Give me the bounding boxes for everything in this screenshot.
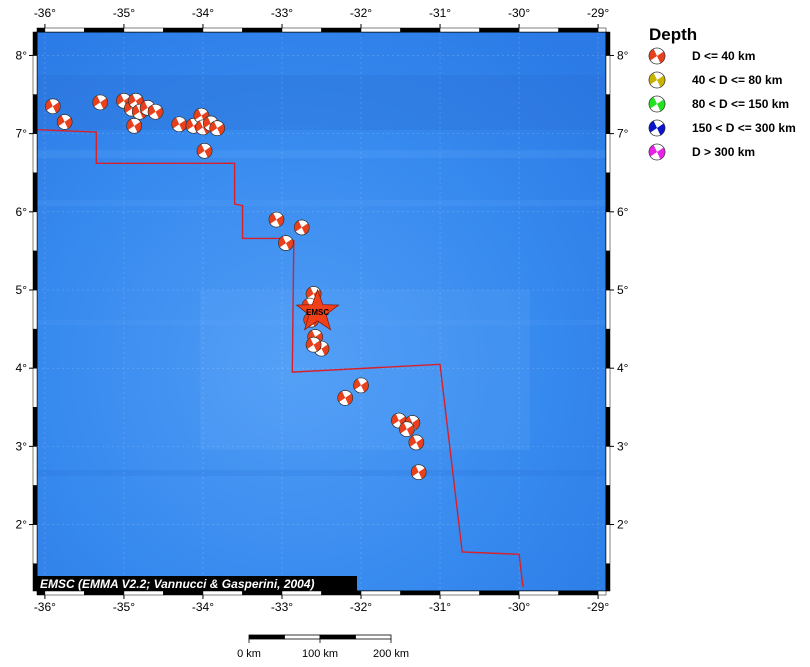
earthquake-event-32[interactable]	[408, 434, 425, 451]
credit-text: EMSC (EMMA V2.2; Vannucci & Gasperini, 2…	[40, 577, 315, 591]
emsc-star-group[interactable]: EMSC	[295, 288, 340, 331]
y-tick-right-5: 3°	[617, 439, 629, 453]
x-tick-bottom-3: -33°	[271, 600, 293, 614]
y-tick-left-1: 7°	[16, 127, 28, 141]
legend-beachball-icon	[648, 119, 666, 137]
earthquake-event-0[interactable]	[45, 98, 61, 115]
legend-beachball-icon	[648, 71, 666, 89]
y-tick-left-5: 3°	[16, 439, 28, 453]
x-tick-bottom-1: -35°	[113, 600, 135, 614]
earthquake-event-9[interactable]	[126, 118, 143, 134]
legend-item-2: 80 < D <= 150 km	[648, 95, 789, 113]
x-tick-top-1: -35°	[113, 6, 135, 20]
x-axis-tick-labels: -36° -36° -35° -35° -34° -34° -33° -33° -32° -32°…	[34, 6, 610, 614]
x-tick-bottom-0: -36°	[34, 600, 56, 614]
legend-beachball-icon	[648, 95, 666, 113]
plate-boundary-line	[37, 129, 524, 588]
x-tick-bottom-5: -31°	[429, 600, 451, 614]
x-tick-bottom-6: -30°	[508, 600, 530, 614]
legend-title: Depth	[649, 25, 697, 44]
depth-legend: Depth D <= 40 km 40 < D <= 80 km 80 < D <=…	[648, 25, 796, 161]
earthquake-event-17[interactable]	[268, 211, 285, 228]
y-tick-right-4: 4°	[617, 361, 629, 375]
map-area[interactable]: EMSC EMSC (EMMA V2.2; Vannucci & Gasperi…	[37, 32, 606, 591]
y-tick-left-3: 5°	[16, 283, 28, 297]
x-tick-bottom-4: -32°	[350, 600, 372, 614]
y-tick-left-2: 6°	[16, 205, 28, 219]
scale-label-0: 0 km	[237, 648, 261, 660]
y-tick-right-3: 5°	[617, 283, 629, 297]
earthquake-event-2[interactable]	[92, 94, 109, 111]
legend-label: D <= 40 km	[692, 49, 755, 63]
x-tick-top-7: -29°	[587, 6, 609, 20]
earthquake-event-28[interactable]	[337, 390, 354, 406]
legend-label: 150 < D <= 300 km	[692, 121, 796, 135]
y-tick-right-0: 8°	[617, 48, 629, 62]
y-tick-left-6: 2°	[16, 518, 28, 532]
earthquake-event-31[interactable]	[399, 421, 415, 437]
emsc-star-icon[interactable]	[295, 288, 340, 331]
earthquake-event-1[interactable]	[56, 114, 73, 130]
legend-label: 40 < D <= 80 km	[692, 73, 782, 87]
x-tick-top-3: -33°	[271, 6, 293, 20]
earthquake-event-27[interactable]	[353, 377, 369, 394]
credit-box: EMSC (EMMA V2.2; Vannucci & Gasperini, 2…	[37, 576, 357, 591]
y-tick-right-1: 7°	[617, 127, 629, 141]
y-tick-left-0: 8°	[16, 48, 28, 62]
earthquake-event-18[interactable]	[293, 219, 310, 236]
earthquake-event-15[interactable]	[209, 120, 225, 136]
x-tick-bottom-7: -29°	[587, 600, 609, 614]
scale-label-2: 200 km	[373, 648, 409, 660]
y-axis-tick-labels: 8° 8° 7° 7° 6° 6° 5° 5° 4° 4° 3° 3° 2° 2°	[16, 48, 629, 531]
earthquake-event-10[interactable]	[171, 116, 188, 133]
earthquake-event-16[interactable]	[196, 143, 213, 159]
earthquake-event-8[interactable]	[147, 103, 164, 120]
graticule	[37, 32, 606, 591]
scale-bar: 0 km 100 km 200 km	[237, 634, 409, 660]
earthquake-event-19[interactable]	[278, 235, 294, 251]
scale-label-1: 100 km	[302, 648, 338, 660]
x-tick-top-2: -34°	[192, 6, 214, 20]
x-tick-top-4: -32°	[350, 6, 372, 20]
y-tick-left-4: 4°	[16, 361, 28, 375]
x-tick-top-6: -30°	[508, 6, 530, 20]
bathymetry-texture	[37, 75, 606, 476]
y-tick-right-6: 2°	[617, 518, 629, 532]
legend-beachball-icon	[648, 47, 666, 65]
y-tick-right-2: 6°	[617, 205, 629, 219]
x-tick-bottom-2: -34°	[192, 600, 214, 614]
earthquake-event-26[interactable]	[305, 336, 322, 353]
legend-item-1: 40 < D <= 80 km	[648, 71, 782, 89]
map-frame	[32, 27, 611, 596]
legend-item-3: 150 < D <= 300 km	[648, 119, 796, 137]
x-tick-top-0: -36°	[34, 6, 56, 20]
earthquake-event-33[interactable]	[410, 464, 427, 480]
legend-label: 80 < D <= 150 km	[692, 97, 789, 111]
legend-label: D > 300 km	[692, 145, 755, 159]
legend-beachball-icon	[648, 143, 666, 161]
legend-item-4: D > 300 km	[648, 143, 755, 161]
legend-item-0: D <= 40 km	[648, 47, 755, 65]
x-tick-top-5: -31°	[429, 6, 451, 20]
emsc-star-label: EMSC	[306, 308, 329, 317]
